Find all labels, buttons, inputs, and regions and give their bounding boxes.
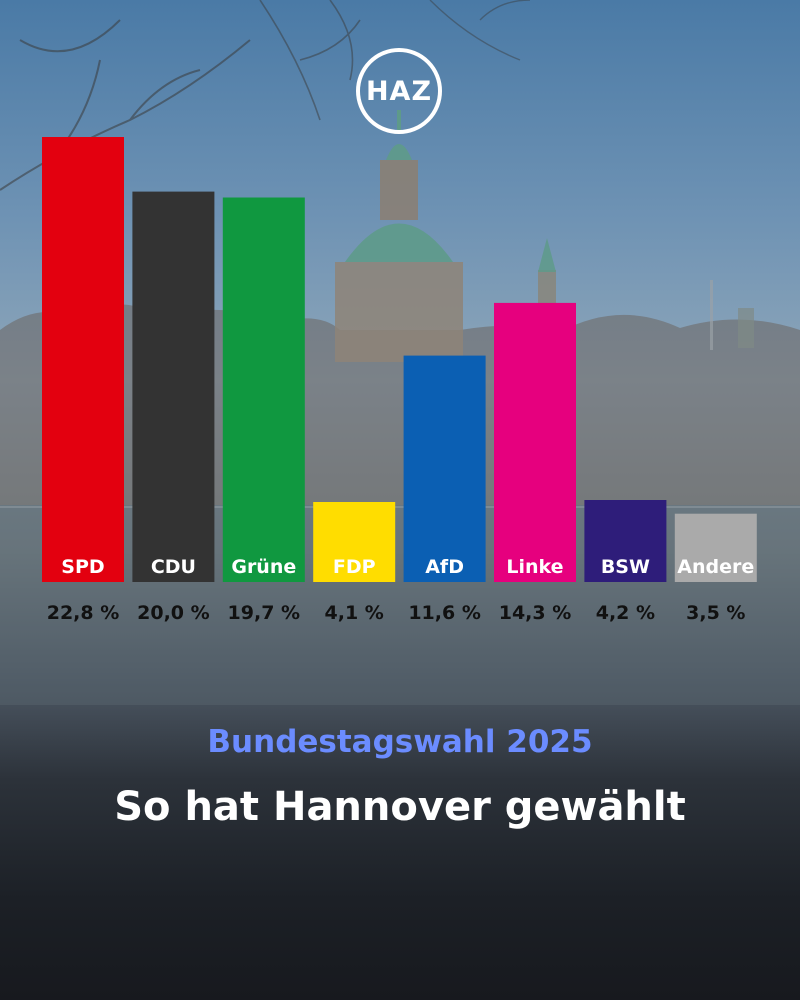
bar-label-bsw: BSW — [601, 556, 650, 578]
chart-subtitle: Bundestagswahl 2025 — [207, 724, 593, 760]
value-label-bsw: 4,2 % — [596, 602, 655, 624]
bar-cdu — [132, 191, 215, 582]
bar-grüne — [222, 197, 305, 582]
bar-andere — [674, 513, 757, 582]
bar-label-cdu: CDU — [151, 556, 196, 578]
haz-logo: HAZ — [356, 48, 442, 134]
bar-label-linke: Linke — [506, 556, 563, 578]
value-label-cdu: 20,0 % — [137, 602, 210, 624]
bar-chart: SPD 22,8 % CDU 20,0 % Grüne 19,7 % FDP 4,1 % AfD… — [42, 137, 757, 624]
bar-spd — [42, 137, 124, 582]
bar-linke — [494, 302, 576, 582]
value-label-andere: 3,5 % — [686, 602, 745, 624]
value-label-grüne: 19,7 % — [228, 602, 301, 624]
logo-text: HAZ — [365, 75, 433, 107]
bar-label-spd: SPD — [61, 556, 104, 578]
value-label-spd: 22,8 % — [47, 602, 120, 624]
bar-fdp — [313, 502, 396, 582]
bar-bsw — [584, 500, 667, 582]
value-label-fdp: 4,1 % — [325, 602, 384, 624]
bar-label-grüne: Grüne — [231, 556, 296, 578]
bar-label-andere: Andere — [677, 556, 754, 578]
chart-title: So hat Hannover gewählt — [114, 784, 686, 830]
bar-label-afd: AfD — [425, 556, 464, 578]
value-label-linke: 14,3 % — [499, 602, 572, 624]
bar-afd — [403, 355, 486, 582]
value-label-afd: 11,6 % — [408, 602, 481, 624]
bar-label-fdp: FDP — [333, 556, 376, 578]
